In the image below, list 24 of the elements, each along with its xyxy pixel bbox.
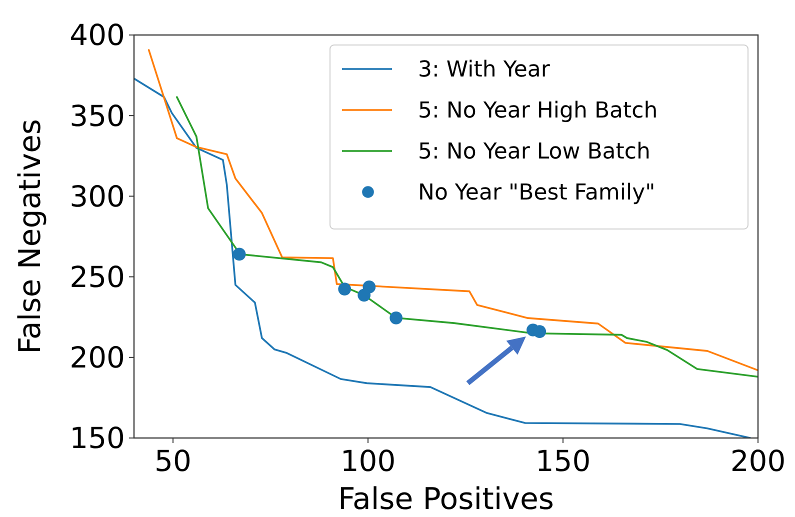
- y-axis-title: False Negatives: [13, 118, 48, 354]
- point: [358, 288, 371, 302]
- y-tick-label: 200: [70, 340, 125, 375]
- legend-label: 5: No Year Low Batch: [418, 140, 650, 165]
- legend-label: 3: With Year: [418, 58, 551, 83]
- line-series: [176, 96, 758, 378]
- point: [232, 248, 246, 261]
- y-tick-label: 400: [70, 18, 125, 52]
- point: [338, 282, 352, 296]
- x-tick-label: 200: [730, 444, 786, 478]
- y-tick-label: 350: [70, 98, 125, 133]
- y-tick-label: 250: [70, 260, 125, 294]
- y-tick-label: 150: [70, 421, 125, 456]
- legend-label: 5: No Year High Batch: [418, 98, 658, 124]
- x-tick-label: 100: [340, 444, 396, 478]
- legend-label: No Year "Best Family": [418, 180, 656, 206]
- x-axis-title: False Positives: [338, 482, 554, 517]
- y-tick-label: 300: [70, 179, 125, 214]
- x-tick-label: 150: [535, 444, 591, 478]
- point: [390, 311, 403, 324]
- x-tick-label: 50: [154, 444, 192, 478]
- line-series: [134, 78, 752, 438]
- line-series: [148, 49, 758, 372]
- point: [533, 325, 546, 338]
